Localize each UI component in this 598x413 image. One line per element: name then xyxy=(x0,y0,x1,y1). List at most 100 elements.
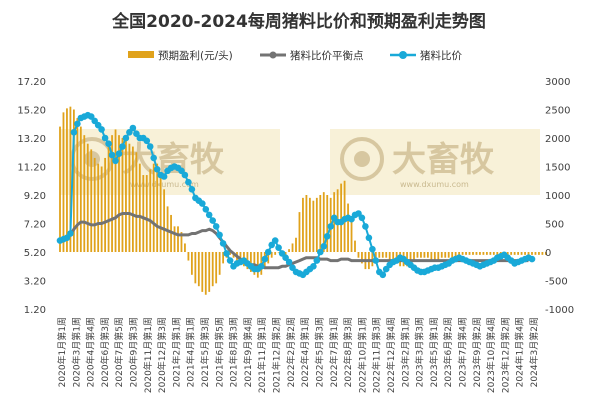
legend-label: 猪料比价平衡点 xyxy=(290,49,364,62)
x-tick-label: 2020年4月第4周 xyxy=(85,317,97,387)
ratio-point xyxy=(261,255,269,263)
ratio-point xyxy=(258,263,265,270)
watermark-url: www.dxumu.com xyxy=(400,180,469,189)
x-tick-label: 2021年12月第2周 xyxy=(271,317,283,393)
profit-bar xyxy=(142,175,145,252)
profit-bar xyxy=(454,252,457,258)
legend-item: 猪料比价 xyxy=(390,49,462,62)
x-tick-label: 2020年1月第1周 xyxy=(56,317,68,387)
profit-bar xyxy=(374,252,377,261)
profit-bar xyxy=(409,252,412,261)
profit-bar xyxy=(204,252,207,295)
profit-bar xyxy=(156,163,159,252)
right-tick-label: 500 xyxy=(545,220,564,231)
profit-bar xyxy=(430,252,433,261)
profit-bar xyxy=(319,195,322,252)
ratio-point xyxy=(74,120,81,128)
ratio-point xyxy=(115,150,123,157)
profit-bar xyxy=(277,252,280,253)
x-tick-label: 2021年11月第1周 xyxy=(256,317,268,393)
profit-bar xyxy=(93,157,96,252)
profit-bar xyxy=(128,143,131,252)
right-tick-label: -1000 xyxy=(545,305,574,316)
watermark-text: 大畜牧 xyxy=(392,140,495,180)
profit-bar xyxy=(492,252,495,255)
ratio-point xyxy=(146,143,154,150)
left-tick-label: 5.20 xyxy=(24,248,46,259)
left-tick-label: 13.20 xyxy=(17,134,46,145)
profit-bar xyxy=(66,108,68,252)
x-tick-label: 2023年3月第3周 xyxy=(414,317,426,387)
x-tick-label: 2022年7月第1周 xyxy=(328,317,340,387)
ratio-line-series xyxy=(56,111,536,279)
x-tick-label: 2020年7月第5周 xyxy=(113,317,125,387)
x-tick-label: 2020年6月第3周 xyxy=(99,317,111,387)
profit-bar xyxy=(326,195,329,252)
left-tick-label: 11.20 xyxy=(17,163,46,174)
profit-bar xyxy=(197,252,200,287)
profit-bar xyxy=(340,183,343,252)
profit-bar xyxy=(496,252,499,255)
profit-bar xyxy=(79,126,82,252)
x-tick-label: 2023年12月第2周 xyxy=(499,317,511,393)
profit-bar xyxy=(510,252,513,255)
legend-label: 预期盈利(元/头) xyxy=(158,50,233,62)
legend: 预期盈利(元/头) 猪料比价平衡点 猪料比价 xyxy=(128,49,462,62)
ratio-point xyxy=(150,154,157,162)
ratio-point xyxy=(219,240,227,247)
ratio-point xyxy=(153,166,161,173)
profit-bar xyxy=(447,252,450,258)
ratio-point xyxy=(181,171,189,179)
profit-bar xyxy=(426,252,429,258)
profit-bar xyxy=(423,252,426,258)
profit-bar xyxy=(208,252,211,292)
x-tick-label: 2023年2月第1周 xyxy=(399,317,411,387)
ratio-point xyxy=(122,134,130,142)
profit-bar xyxy=(114,129,117,252)
left-tick-label: 1.20 xyxy=(24,305,46,316)
profit-bar xyxy=(190,252,193,275)
profit-bar xyxy=(180,232,183,252)
x-tick-label: 2020年12月第3周 xyxy=(156,317,168,393)
profit-bar xyxy=(83,135,86,252)
profit-bar xyxy=(90,149,93,252)
profit-bar xyxy=(381,252,384,258)
right-tick-label: 0 xyxy=(545,248,551,259)
profit-bar xyxy=(520,252,523,255)
profit-bar xyxy=(527,252,530,255)
profit-bar xyxy=(517,252,520,255)
x-tick-label: 2022年11月第3周 xyxy=(371,317,383,393)
ratio-point xyxy=(205,211,213,219)
profit-bar xyxy=(249,252,252,272)
profit-bar xyxy=(461,252,464,255)
profit-bar xyxy=(145,175,148,252)
left-tick-label: 17.20 xyxy=(17,77,46,88)
profit-bar xyxy=(201,252,204,292)
profit-bar xyxy=(308,197,311,252)
ratio-point xyxy=(275,244,282,251)
ratio-point xyxy=(188,186,196,193)
ratio-point xyxy=(216,231,223,239)
profit-bar xyxy=(458,252,461,255)
profit-bar xyxy=(100,166,103,252)
profit-bar xyxy=(62,112,65,252)
profit-bar xyxy=(187,252,190,261)
profit-bar xyxy=(531,252,533,255)
profit-bar xyxy=(118,135,120,252)
ratio-point xyxy=(209,217,216,224)
profit-bar xyxy=(138,163,141,252)
x-tick-label: 2023年10月第4周 xyxy=(485,317,497,393)
profit-bar xyxy=(274,252,277,255)
profit-bar xyxy=(302,197,304,252)
ratio-point xyxy=(129,124,137,132)
profit-bar xyxy=(312,200,315,252)
ratio-point xyxy=(185,178,192,186)
x-tick-label: 2020年3月第1周 xyxy=(70,317,82,387)
left-tick-label: 15.20 xyxy=(17,106,46,117)
profit-bar xyxy=(485,252,488,255)
profit-bar xyxy=(218,252,221,275)
profit-bar xyxy=(350,217,353,252)
